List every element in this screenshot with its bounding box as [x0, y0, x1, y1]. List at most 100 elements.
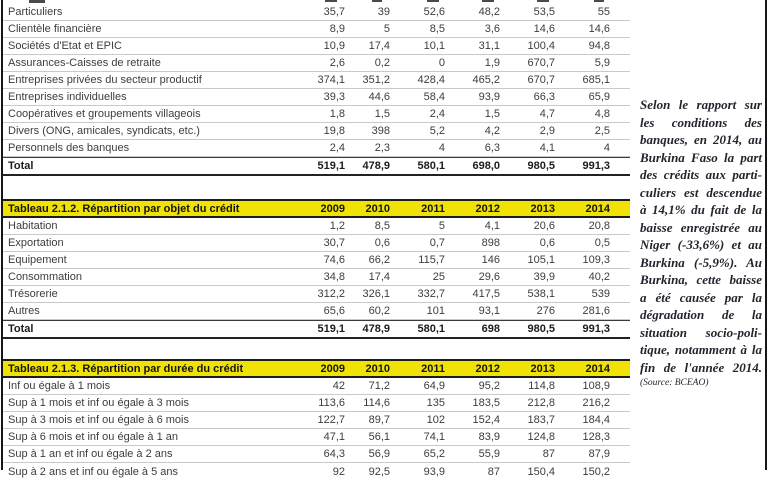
- row-label: Sup à 1 an et inf ou égale à 2 ans: [8, 448, 173, 460]
- cell-value: 8,5: [429, 23, 445, 35]
- cell-value: 1,2: [329, 220, 345, 232]
- cell-value: 105,1: [527, 254, 555, 266]
- cell-value: 4: [438, 142, 445, 154]
- table-row: Consommation 34,8 17,4 25 29,6 39,9 40,2: [3, 269, 630, 286]
- cell-value: 980,5: [527, 160, 555, 172]
- row-label: Clientèle financière: [8, 23, 102, 35]
- year-column-header: 2010: [365, 362, 390, 375]
- table-row: Particuliers 35,7 39 52,6 48,2 53,5 55: [3, 4, 630, 21]
- cell-value: 56,9: [368, 448, 390, 460]
- row-label: Autres: [8, 305, 40, 317]
- cell-value: 0,6: [374, 237, 390, 249]
- row-label: Total: [8, 323, 34, 335]
- cell-value: 65,9: [588, 91, 610, 103]
- cell-value: 14,6: [588, 23, 610, 35]
- cell-value: 4,1: [539, 142, 555, 154]
- cell-value: 34,8: [323, 271, 345, 283]
- table-total-row: Total 519,1 478,9 580,1 698,0 980,5 991,3: [3, 157, 630, 176]
- row-label: Sociétés d'Etat et EPIC: [8, 40, 122, 52]
- cell-value: 20,6: [533, 220, 555, 232]
- cell-value: 64,9: [423, 380, 445, 392]
- cell-value: 1,9: [484, 57, 500, 69]
- cell-value: 2,3: [374, 142, 390, 154]
- row-label: Trésorerie: [8, 288, 58, 300]
- year-column-header: 2009: [320, 362, 345, 375]
- cell-value: 0,2: [374, 57, 390, 69]
- cell-value: 5,2: [429, 125, 445, 137]
- cell-value: 87: [487, 465, 500, 478]
- sidebar-note-line: dégradation de la: [640, 307, 762, 322]
- row-label: Sup à 6 mois et inf ou égale à 1 an: [8, 431, 179, 443]
- row-label: Inf ou égale à 1 mois: [8, 380, 111, 392]
- cell-value: 980,5: [527, 323, 555, 335]
- cell-value: 312,2: [317, 288, 345, 300]
- row-label: Entreprises individuelles: [8, 91, 127, 103]
- cell-value: 94,8: [588, 40, 610, 52]
- cell-value: 101: [426, 305, 445, 317]
- cell-value: 152,4: [472, 414, 500, 426]
- cell-value: 66,3: [533, 91, 555, 103]
- table-row: Entreprises privées du secteur productif…: [3, 72, 630, 89]
- cell-value: 29,6: [478, 271, 500, 283]
- cell-value: 4,1: [484, 220, 500, 232]
- cell-value: 14,6: [533, 23, 555, 35]
- cell-value: 66,2: [368, 254, 390, 266]
- cell-value: 0,7: [429, 237, 445, 249]
- tableau-2-1-2-header-band: Tableau 2.1.2. Répartition par objet du …: [3, 199, 630, 218]
- row-label: Personnels des banques: [8, 142, 130, 154]
- cell-value: 670,7: [527, 74, 555, 86]
- year-column-header: 2011: [421, 202, 445, 215]
- cell-value: 1,8: [329, 108, 345, 120]
- cell-value: 30,7: [323, 237, 345, 249]
- cell-value: 39: [377, 6, 390, 18]
- cell-value: 332,7: [417, 288, 445, 300]
- cell-value: 124,8: [527, 431, 555, 443]
- cell-value: 281,6: [582, 305, 610, 317]
- cell-value: 58,4: [423, 91, 445, 103]
- table-row: Clientèle financière 8,9 5 8,5 3,6 14,6 14,6: [3, 21, 630, 38]
- cell-value: 374,1: [317, 74, 345, 86]
- year-column-header: 2013: [530, 362, 555, 375]
- cell-value: 5: [383, 23, 390, 35]
- cell-value: 100,4: [527, 40, 555, 52]
- cell-value: 108,9: [582, 380, 610, 392]
- cell-value: 53,5: [533, 6, 555, 18]
- cell-value: 2,4: [429, 108, 445, 120]
- cell-value: 74,6: [323, 254, 345, 266]
- sidebar-note-line: Selon le rapport sur: [640, 97, 762, 112]
- cell-value: 326,1: [362, 288, 390, 300]
- cell-value: 113,6: [318, 397, 345, 409]
- cell-value: 95,2: [478, 380, 500, 392]
- cell-value: 20,8: [588, 220, 610, 232]
- table-row: Equipement 74,6 66,2 115,7 146 105,1 109,3: [3, 252, 630, 269]
- cell-value: 42: [332, 380, 345, 392]
- clipped-text-fragment: [594, 0, 604, 2]
- cell-value: 109,3: [582, 254, 610, 266]
- cell-value: 519,1: [317, 160, 345, 172]
- cell-value: 25: [432, 271, 445, 283]
- row-label: Entreprises privées du secteur productif: [8, 74, 202, 86]
- cell-value: 19,8: [323, 125, 345, 137]
- cell-value: 87,9: [588, 448, 610, 460]
- cell-value: 184,4: [582, 414, 610, 426]
- row-label: Sup à 2 ans et inf ou égale à 5 ans: [8, 465, 179, 478]
- table-row: Coopératives et groupements villageois 1,…: [3, 106, 630, 123]
- table-row: Personnels des banques 2,4 2,3 4 6,3 4,1 4: [3, 140, 630, 157]
- cell-value: 128,3: [582, 431, 610, 443]
- clipped-previous-row: [3, 0, 630, 4]
- year-column-header: 2014: [585, 362, 610, 375]
- cell-value: 55,9: [478, 448, 500, 460]
- row-label: Sup à 3 mois et inf ou égale à 6 mois: [8, 414, 189, 426]
- cell-value: 5,9: [594, 57, 610, 69]
- table-row: Sup à 1 an et inf ou égale à 2 ans 64,3 56…: [3, 446, 630, 463]
- year-column-header: 2010: [365, 202, 390, 215]
- sidebar-note-line: à 14,1% du fait de la: [640, 202, 762, 217]
- cell-value: 92,5: [368, 465, 390, 478]
- cell-value: 114,8: [528, 380, 555, 392]
- row-label: Divers (ONG, amicales, syndicats, etc.): [8, 125, 200, 137]
- cell-value: 478,9: [362, 323, 390, 335]
- cell-value: 4,7: [539, 108, 555, 120]
- sidebar-note-line: Burkina Faso la part: [640, 149, 762, 165]
- cell-value: 10,9: [323, 40, 345, 52]
- cell-value: 2,9: [539, 125, 555, 137]
